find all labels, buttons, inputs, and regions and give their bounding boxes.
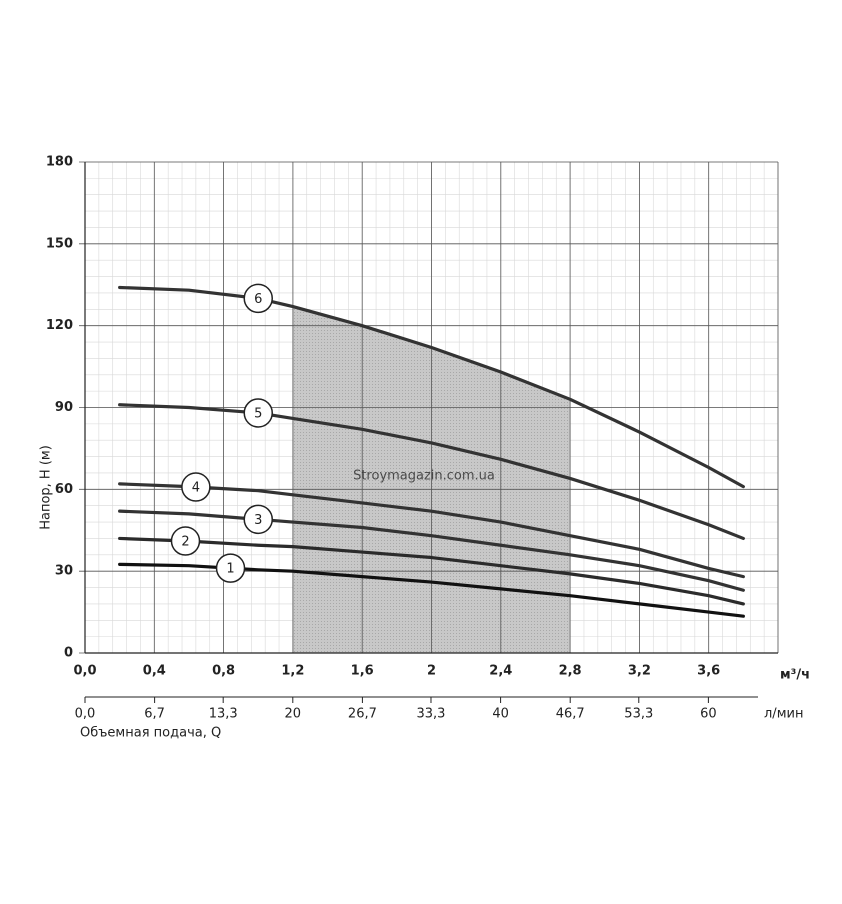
- x2-tick-label: 53,3: [624, 707, 653, 722]
- pump-curve: [118, 509, 745, 592]
- x-tick-label: 2,4: [489, 664, 512, 679]
- curve-label-circle: [243, 283, 273, 314]
- x-tick-label: 2,8: [559, 664, 582, 679]
- curve-label: 5: [254, 406, 262, 421]
- curve-label-circle: [243, 504, 273, 535]
- x-tick-label: 2: [427, 664, 436, 679]
- y-tick-label: 180: [46, 155, 73, 170]
- x2-tick-label: 20: [285, 707, 302, 722]
- pump-curve: [118, 482, 745, 579]
- curve-label: 4: [192, 481, 200, 496]
- pump-curve: [118, 403, 745, 541]
- x2-unit: л/мин: [764, 707, 803, 722]
- x2-tick-label: 33,3: [417, 707, 446, 722]
- x-tick-label: 0,8: [212, 664, 235, 679]
- curve-label: 2: [181, 535, 189, 550]
- curve-label: 3: [254, 513, 262, 528]
- y-tick-label: 150: [46, 236, 73, 251]
- watermark: Stroymagazin.com.ua: [353, 469, 495, 484]
- x2-tick-label: 6,7: [144, 707, 165, 722]
- y-tick-label: 30: [55, 564, 73, 579]
- x-tick-label: 0,4: [143, 664, 166, 679]
- x-tick-label: 1,2: [281, 664, 304, 679]
- curve-label: 1: [226, 562, 234, 577]
- y-tick-label: 0: [64, 646, 73, 661]
- x2-tick-label: 60: [700, 707, 717, 722]
- x-tick-label: 1,6: [351, 664, 374, 679]
- x2-tick-label: 26,7: [348, 707, 377, 722]
- x-tick-label: 0,0: [73, 664, 96, 679]
- y-tick-label: 120: [46, 318, 73, 333]
- x2-tick-label: 46,7: [556, 707, 585, 722]
- y-tick-label: 60: [55, 482, 73, 497]
- pump-curve: [118, 285, 745, 489]
- pump-curve: [118, 536, 745, 606]
- curve-label-circle: [181, 472, 211, 502]
- x2-tick-label: 40: [492, 707, 509, 722]
- x-axis-label: Объемная подача, Q: [80, 726, 221, 741]
- curve-label-circle: [170, 526, 201, 556]
- curve-label-circle: [215, 553, 246, 583]
- y-tick-label: 90: [55, 400, 73, 415]
- x2-tick-label: 13,3: [209, 707, 238, 722]
- curve-label-circle: [243, 398, 273, 428]
- y-axis-label: Напор, Н (м): [39, 445, 54, 530]
- curve-label: 6: [254, 292, 262, 307]
- x-tick-label: 3,2: [628, 664, 651, 679]
- x2-tick-label: 0,0: [75, 707, 96, 722]
- x-unit: м³/ч: [780, 668, 810, 683]
- x-tick-label: 3,6: [697, 664, 720, 679]
